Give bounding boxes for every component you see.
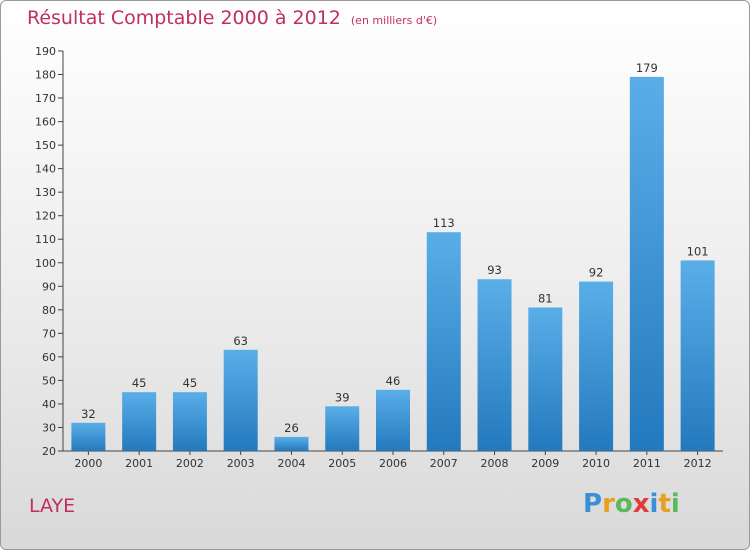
bar bbox=[172, 392, 207, 451]
proxiti-logo: Proxiti bbox=[583, 489, 680, 519]
y-tick-label: 160 bbox=[35, 116, 56, 129]
logo-letter: P bbox=[583, 489, 603, 519]
bar bbox=[376, 389, 410, 451]
bar bbox=[579, 281, 614, 451]
y-tick-label: 150 bbox=[35, 139, 56, 152]
y-tick-label: 90 bbox=[42, 280, 56, 293]
y-tick-label: 130 bbox=[35, 186, 56, 199]
x-tick-label: 2005 bbox=[328, 457, 356, 470]
y-tick-label: 80 bbox=[42, 304, 56, 317]
bar-value-label: 81 bbox=[538, 291, 553, 305]
bar bbox=[528, 307, 563, 451]
bar bbox=[325, 406, 360, 451]
x-tick-label: 2008 bbox=[481, 457, 509, 470]
bar-value-label: 63 bbox=[233, 334, 248, 348]
bar-value-label: 39 bbox=[335, 390, 350, 404]
y-tick-label: 40 bbox=[42, 398, 56, 411]
x-tick-label: 2001 bbox=[125, 457, 153, 470]
bar-value-label: 101 bbox=[687, 244, 709, 258]
bar bbox=[680, 260, 715, 451]
bar-value-label: 179 bbox=[636, 61, 658, 75]
bar bbox=[629, 76, 664, 451]
x-tick-label: 2004 bbox=[277, 457, 305, 470]
location-label: LAYE bbox=[29, 495, 76, 517]
x-tick-label: 2002 bbox=[176, 457, 204, 470]
logo-letter: o bbox=[614, 489, 633, 519]
y-tick-label: 120 bbox=[35, 210, 56, 223]
x-tick-label: 2010 bbox=[582, 457, 610, 470]
bar-value-label: 32 bbox=[81, 407, 96, 421]
y-tick-label: 170 bbox=[35, 92, 56, 105]
y-tick-label: 20 bbox=[42, 445, 56, 458]
chart-subtitle: (en milliers d'€) bbox=[350, 14, 438, 27]
y-tick-label: 60 bbox=[42, 351, 56, 364]
logo-letter: t bbox=[658, 489, 671, 519]
chart-axes: 20 30 40 50 60 70 80 90 100 110 120 130 140 150 160 170… bbox=[35, 45, 723, 470]
y-tick-label: 70 bbox=[42, 327, 56, 340]
bar-value-label: 92 bbox=[589, 266, 604, 280]
logo-letter: x bbox=[632, 489, 650, 519]
data-labels: 32 45 45 63 26 39 46 113 93 81 92 179 101 bbox=[81, 61, 709, 435]
bar-series bbox=[71, 76, 715, 451]
bar bbox=[122, 392, 157, 451]
bar-value-label: 45 bbox=[183, 376, 198, 390]
chart-title-text: Résultat Comptable 2000 à 2012 bbox=[27, 7, 341, 29]
x-tick-label: 2006 bbox=[379, 457, 407, 470]
x-tick-label: 2011 bbox=[633, 457, 661, 470]
bar bbox=[274, 436, 309, 451]
bar-value-label: 113 bbox=[433, 216, 455, 230]
bar-value-label: 93 bbox=[487, 263, 502, 277]
y-tick-label: 140 bbox=[35, 163, 56, 176]
bar bbox=[71, 422, 106, 451]
x-tick-label: 2007 bbox=[430, 457, 458, 470]
logo-letter: r bbox=[602, 489, 615, 519]
y-tick-label: 190 bbox=[35, 45, 56, 58]
bar bbox=[426, 232, 461, 451]
chart-title: Résultat Comptable 2000 à 2012 (en millie… bbox=[27, 7, 437, 29]
x-tick-label: 2012 bbox=[684, 457, 712, 470]
y-tick-label: 180 bbox=[35, 69, 56, 82]
y-tick-label: 100 bbox=[35, 257, 56, 270]
bar-value-label: 26 bbox=[284, 421, 299, 435]
bar bbox=[223, 349, 258, 451]
x-tick-label: 2000 bbox=[74, 457, 102, 470]
x-tick-label: 2003 bbox=[227, 457, 255, 470]
y-tick-label: 50 bbox=[42, 374, 56, 387]
x-tick-label: 2009 bbox=[531, 457, 559, 470]
bar bbox=[477, 279, 512, 451]
logo-letter: i bbox=[670, 489, 680, 519]
y-tick-label: 110 bbox=[35, 233, 56, 246]
y-tick-label: 30 bbox=[42, 421, 56, 434]
logo-letter: i bbox=[649, 489, 659, 519]
bar-value-label: 46 bbox=[386, 374, 401, 388]
bar-value-label: 45 bbox=[132, 376, 147, 390]
